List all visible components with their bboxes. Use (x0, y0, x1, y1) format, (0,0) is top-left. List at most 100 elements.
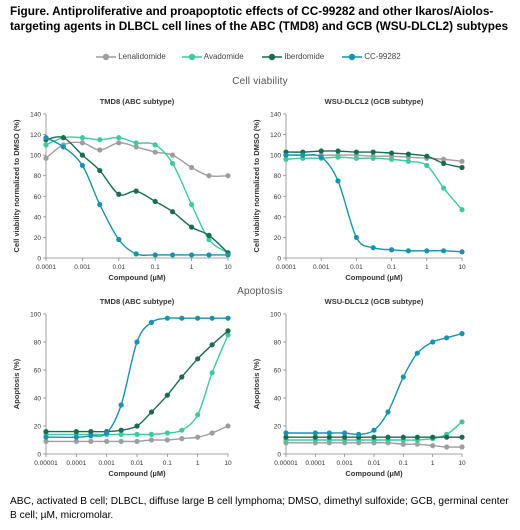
data-point (164, 392, 170, 398)
data-point (73, 429, 79, 435)
y-tick-label: 0 (37, 256, 41, 263)
x-tick-label: 10 (224, 264, 232, 271)
y-tick-label: 60 (274, 194, 282, 201)
chart-panel-0: TMD8 (ABC subtype) 0 20 40 60 80 100 120 140 0.00… (12, 97, 232, 282)
data-point (134, 339, 140, 345)
data-point (206, 236, 212, 243)
data-point (195, 356, 201, 362)
data-point (179, 374, 185, 380)
y-tick-label: 40 (34, 214, 42, 221)
data-point (60, 144, 66, 150)
data-point (283, 152, 289, 158)
data-point (318, 154, 324, 160)
data-point (444, 335, 450, 341)
data-point (88, 429, 94, 435)
data-point (104, 438, 110, 444)
x-tick-label: 0.001 (74, 264, 91, 271)
y-tick-label: 40 (274, 214, 282, 221)
data-point (164, 315, 170, 321)
data-point (134, 431, 140, 437)
y-axis-label: Cell viability normalized to DMSO (%) (12, 119, 21, 252)
data-point (189, 252, 195, 258)
data-point (189, 201, 195, 208)
data-point (424, 153, 430, 159)
data-point (424, 162, 430, 169)
x-axis-label: Compound (µM) (108, 273, 166, 282)
x-tick-label: 0.001 (313, 264, 330, 271)
section-title-viability: Cell viability (232, 76, 288, 87)
data-point (148, 437, 155, 443)
y-tick-label: 20 (274, 424, 282, 431)
legend-line-marker-icon (262, 53, 282, 61)
data-point (73, 434, 79, 440)
data-point (400, 374, 406, 380)
data-point (116, 140, 122, 146)
y-tick-label: 0 (277, 256, 281, 263)
x-tick-label: 0.01 (131, 460, 144, 467)
chart-panel-3: WSU-DLCL2 (GCB subtype) 0 20 40 60 80 100 0.000… (252, 297, 466, 478)
legend-line-marker-icon (96, 53, 116, 61)
data-point (118, 427, 124, 433)
data-point (335, 154, 341, 160)
data-point (370, 245, 376, 251)
data-point (169, 160, 176, 166)
data-point (169, 152, 176, 158)
data-point (133, 140, 139, 146)
y-tick-label: 140 (270, 112, 281, 119)
data-point (97, 137, 103, 143)
data-point (424, 248, 430, 254)
y-tick-label: 80 (34, 340, 42, 347)
data-point (283, 430, 289, 436)
y-tick-label: 80 (274, 340, 282, 347)
data-point (148, 431, 155, 437)
data-point (43, 135, 49, 141)
legend-item-iberdomide: Iberdomide (262, 52, 324, 62)
series-line (45, 137, 228, 256)
data-point (312, 434, 318, 440)
y-tick-label: 20 (274, 235, 282, 242)
data-point (405, 248, 411, 254)
data-point (116, 135, 122, 141)
data-point (444, 434, 450, 440)
y-tick-label: 40 (274, 396, 282, 403)
data-point (148, 409, 155, 415)
data-point (389, 156, 395, 162)
data-point (459, 158, 465, 164)
data-point (79, 135, 85, 141)
data-point (148, 319, 155, 325)
x-tick-label: 0.001 (99, 460, 116, 467)
data-point (206, 252, 212, 258)
data-point (283, 156, 289, 162)
panel-title: TMD8 (ABC subtype) (100, 297, 175, 306)
series-line (45, 334, 229, 436)
series-line (45, 317, 228, 439)
legend-label: CC-99282 (364, 52, 401, 62)
data-point (430, 434, 436, 440)
data-point (370, 155, 376, 161)
data-point (400, 441, 406, 447)
data-point (385, 434, 391, 440)
data-point (430, 443, 436, 449)
data-point (104, 430, 110, 436)
data-point (189, 164, 195, 171)
data-point (164, 430, 170, 436)
legend: Lenalidomide Avadomide Iberdomide CC-992… (0, 52, 520, 68)
x-tick-label: 0.01 (368, 460, 381, 467)
y-tick-label: 140 (30, 112, 41, 119)
data-point (209, 342, 215, 348)
legend-line-marker-icon (342, 53, 362, 61)
legend-item-avadomide: Avadomide (182, 52, 244, 62)
data-point (97, 147, 103, 153)
data-point (209, 370, 215, 376)
data-point (195, 434, 201, 440)
data-point (283, 434, 289, 440)
data-point (356, 431, 362, 437)
data-point (389, 247, 395, 253)
data-point (459, 249, 465, 255)
x-axis-label: Compound (µM) (108, 469, 166, 478)
data-point (459, 207, 465, 213)
data-point (43, 438, 49, 444)
y-tick-label: 20 (34, 235, 42, 242)
panel-title: WSU-DLCL2 (GCB subtype) (325, 297, 424, 306)
